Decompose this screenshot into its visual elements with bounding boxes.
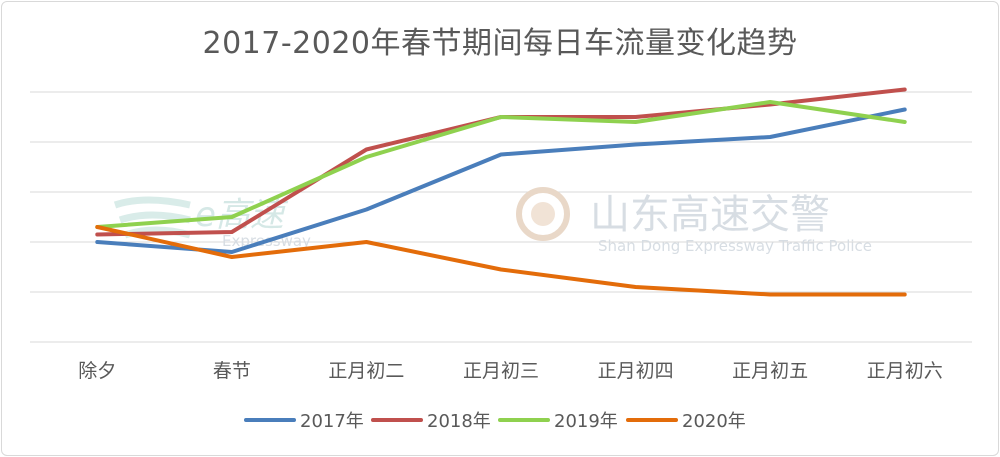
chart-title: 2017-2020年春节期间每日车流量变化趋势 xyxy=(202,26,798,61)
legend-label: 2018年 xyxy=(427,411,491,432)
watermark-right-sub: Shan Dong Expressway Traffic Police xyxy=(598,237,872,255)
series-line-2020年 xyxy=(95,225,907,297)
watermark-left-brand: e高速 xyxy=(195,195,289,235)
gridlines xyxy=(30,91,972,343)
watermark-layer: e高速 Expressway 山东高速交警 Shan Dong Expressw… xyxy=(113,187,872,255)
series-line-2019年 xyxy=(95,100,907,229)
watermark-right-brand: 山东高速交警 xyxy=(590,192,830,238)
legend: 2017年 2018年 2019年 2020年 xyxy=(244,411,746,432)
x-axis-ticks: 除夕 春节 正月初二 正月初三 正月初四 正月初五 正月初六 xyxy=(78,360,942,382)
x-tick-label: 正月初四 xyxy=(598,360,674,382)
x-tick-label: 正月初三 xyxy=(463,360,539,382)
legend-label: 2020年 xyxy=(682,411,746,432)
police-logo: 山东高速交警 Shan Dong Expressway Traffic Poli… xyxy=(516,187,872,255)
x-tick-label: 除夕 xyxy=(78,360,116,382)
x-tick-label: 正月初二 xyxy=(328,360,404,382)
series-lines xyxy=(95,87,907,297)
x-tick-label: 正月初六 xyxy=(867,360,943,382)
x-tick-label: 正月初五 xyxy=(732,360,808,382)
legend-label: 2019年 xyxy=(554,411,618,432)
series-line-2017年 xyxy=(95,107,907,254)
legend-label: 2017年 xyxy=(300,411,364,432)
e-expressway-logo: e高速 Expressway xyxy=(113,195,311,250)
x-tick-label: 春节 xyxy=(213,360,251,382)
